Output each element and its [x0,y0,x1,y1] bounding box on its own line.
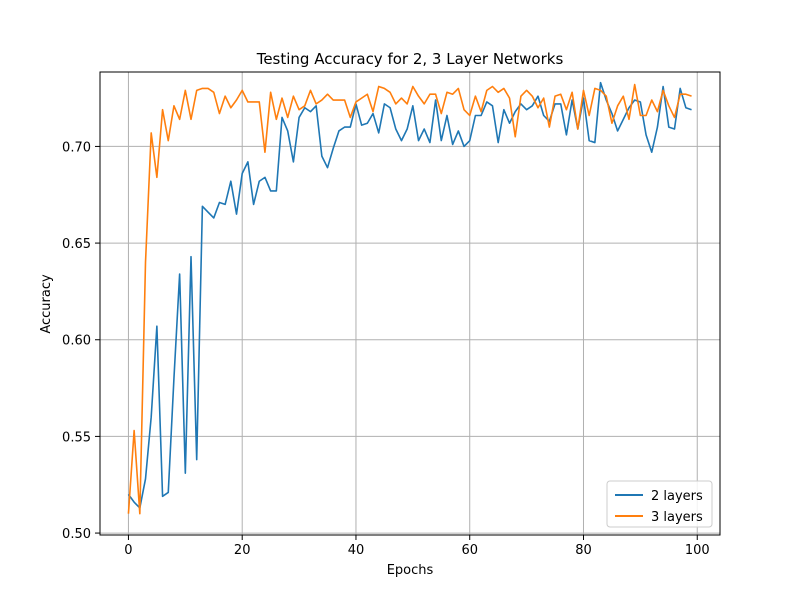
x-tick-label-40: 40 [348,543,365,558]
y-axis-ticks: 0.50 0.55 0.60 0.65 0.70 [62,140,100,542]
y-tick-label-1: 0.55 [62,430,91,445]
x-tick-label-100: 100 [685,543,710,558]
x-tick-label-0: 0 [124,543,132,558]
x-tick-label-20: 20 [234,543,251,558]
y-tick-label-3: 0.65 [62,237,91,252]
legend-label-1: 3 layers [651,510,703,525]
chart-title: Testing Accuracy for 2, 3 Layer Networks [256,50,564,68]
y-tick-label-0: 0.50 [62,527,91,542]
plot-frame [99,71,721,536]
series-lines [127,81,692,515]
series-line-2-layers [127,81,692,509]
x-axis-ticks: 0 20 40 60 80 100 [124,535,710,558]
y-tick-label-4: 0.70 [62,140,91,155]
legend: 2 layers 3 layers [606,480,713,528]
legend-label-0: 2 layers [651,489,703,504]
series-line-3-layers [127,83,692,515]
x-tick-label-60: 60 [461,543,478,558]
x-axis-label: Epochs [387,563,434,578]
y-axis-label: Accuracy [39,274,54,334]
x-tick-label-80: 80 [575,543,592,558]
y-tick-label-2: 0.60 [62,334,91,349]
grid-lines [100,72,720,535]
